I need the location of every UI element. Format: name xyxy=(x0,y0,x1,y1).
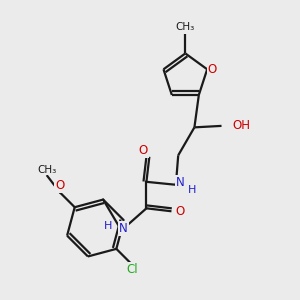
Text: O: O xyxy=(208,63,217,76)
Text: O: O xyxy=(175,205,184,218)
Text: O: O xyxy=(55,179,64,192)
Text: O: O xyxy=(139,144,148,157)
Text: N: N xyxy=(176,176,185,189)
Text: H: H xyxy=(103,221,112,231)
Text: OH: OH xyxy=(232,119,250,132)
Text: Cl: Cl xyxy=(126,263,138,276)
Text: H: H xyxy=(188,185,196,195)
Text: N: N xyxy=(119,222,128,236)
Text: CH₃: CH₃ xyxy=(176,22,195,32)
Text: CH₃: CH₃ xyxy=(38,164,57,175)
